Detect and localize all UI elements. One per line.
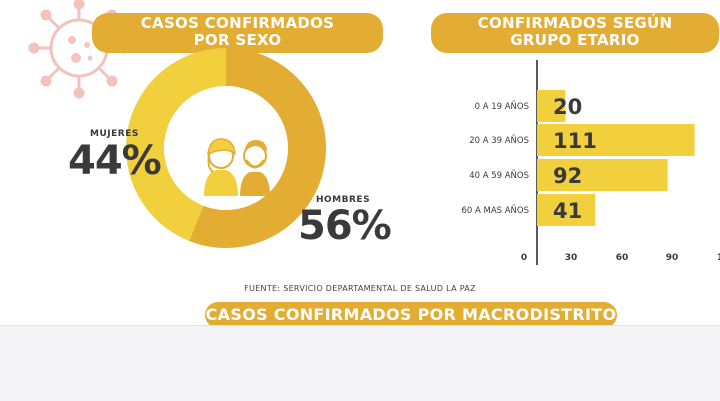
x-tick-label-4: 1 — [717, 253, 720, 263]
category-label-1: 20 A 39 AÑOS — [469, 135, 529, 146]
bar-0 — [537, 90, 566, 122]
x-tick-label-0: 0 — [521, 253, 527, 263]
value-label-0: 20 — [553, 95, 582, 119]
bar-1 — [537, 124, 695, 156]
hombres-percentage: 56% — [298, 203, 392, 249]
sex-title-line1: CASOS CONFIRMADOS — [140, 14, 335, 32]
page-footer-area — [0, 325, 720, 401]
age-title-line2: GRUPO ETARIO — [510, 31, 640, 49]
sex-donut-chart — [126, 48, 326, 248]
value-label-2: 92 — [553, 164, 582, 188]
sex-section-title: CASOS CONFIRMADOS POR SEXO — [92, 13, 383, 53]
infographic-panel: CASOS CONFIRMADOS POR SEXO CONFIRMADOS S… — [0, 0, 720, 325]
bar-2 — [537, 159, 668, 191]
age-title-line1: CONFIRMADOS SEGÚN — [477, 14, 673, 32]
age-section-title: CONFIRMADOS SEGÚN GRUPO ETARIO — [431, 13, 719, 53]
category-label-2: 40 A 59 AÑOS — [469, 170, 529, 181]
people-icon — [204, 138, 270, 196]
bar-3 — [537, 194, 596, 226]
mujeres-percentage: 44% — [68, 138, 162, 184]
sex-title-line2: POR SEXO — [193, 31, 282, 49]
macrodistrito-section-title: CASOS CONFIRMADOS POR MACRODISTRITO — [205, 302, 617, 325]
hombres-label: HOMBRES — [316, 195, 371, 205]
value-label-1: 111 — [553, 129, 597, 153]
age-group-bar-chart: 0 A 19 AÑOS 20 20 A 39 AÑOS 111 40 A 59 AÑOS… — [461, 60, 720, 265]
x-tick-label-3: 90 — [666, 253, 679, 263]
source-note: FUENTE: SERVICIO DEPARTAMENTAL DE SALUD … — [244, 284, 476, 293]
mujeres-label: MUJERES — [90, 129, 139, 139]
category-label-0: 0 A 19 AÑOS — [475, 101, 529, 112]
value-label-3: 41 — [553, 199, 582, 223]
donut-slice-mujeres — [126, 48, 226, 241]
category-label-3: 60 A MAS AÑOS — [461, 205, 529, 216]
x-tick-label-1: 30 — [565, 253, 578, 263]
donut-slice-hombres — [189, 48, 326, 248]
x-tick-label-2: 60 — [616, 253, 629, 263]
